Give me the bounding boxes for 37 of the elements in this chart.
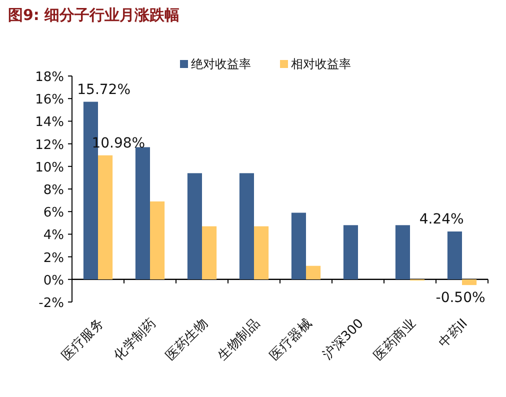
y-tick-label: -2% <box>38 296 64 311</box>
bar <box>447 231 462 280</box>
y-tick-label: 14% <box>35 115 64 130</box>
bar <box>239 173 254 280</box>
y-tick-label: 8% <box>43 183 64 198</box>
bar <box>291 212 306 280</box>
y-tick-label: 16% <box>35 92 64 108</box>
bar <box>150 201 165 280</box>
bar <box>98 155 113 280</box>
x-tick-label: 中药II <box>436 316 471 351</box>
bar <box>395 225 410 280</box>
bar <box>254 226 269 280</box>
data-label: -0.50% <box>436 290 486 306</box>
bar <box>343 225 358 280</box>
x-tick-label: 医疗器械 <box>267 316 315 364</box>
x-tick-label: 化学制药 <box>111 316 159 364</box>
x-tick-label: 医药商业 <box>371 316 419 364</box>
data-label: 15.72% <box>77 82 131 98</box>
chart-title: 图9: 细分子行业月涨跌幅 <box>8 6 180 24</box>
data-label: 4.24% <box>419 211 464 228</box>
x-tick-label: 生物制品 <box>215 316 263 364</box>
legend-label: 绝对收益率 <box>191 57 251 71</box>
y-tick-label: 6% <box>43 206 64 221</box>
x-tick-label: 医疗服务 <box>59 316 107 364</box>
bar <box>306 266 321 280</box>
bar <box>202 226 217 280</box>
y-tick-label: 4% <box>43 228 64 244</box>
y-tick-label: 10% <box>35 160 64 176</box>
y-tick-label: 12% <box>35 138 64 153</box>
bar <box>135 147 150 280</box>
bar <box>462 279 477 286</box>
x-tick-label: 医药生物 <box>163 316 211 364</box>
bar <box>187 173 202 280</box>
y-tick-label: 0% <box>43 273 64 288</box>
y-tick-label: 18% <box>35 70 64 85</box>
legend-label: 相对收益率 <box>291 57 351 71</box>
y-tick-label: 2% <box>43 250 64 266</box>
